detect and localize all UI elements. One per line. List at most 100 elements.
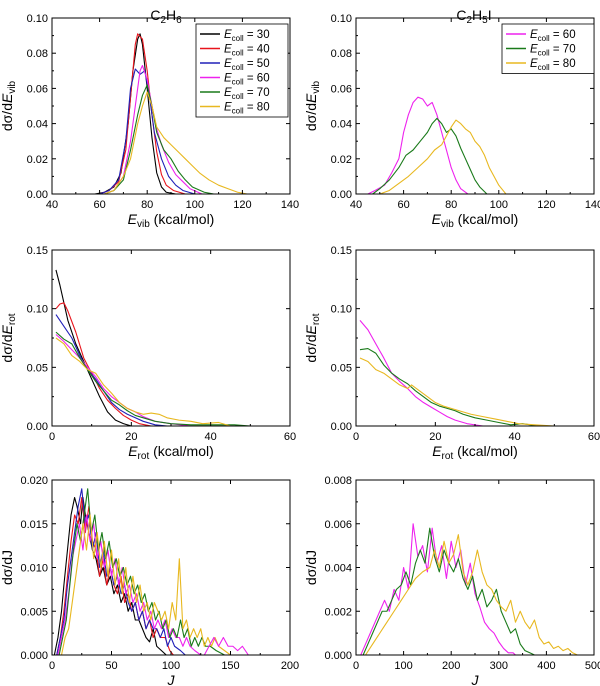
legend-label-sub: coll [538,63,550,72]
title-c2h5i-sub1: 2 [466,15,472,26]
series-line-ecoll-80 [365,534,578,655]
plot-frame [355,249,595,427]
y-tick-label: 0.06 [331,83,352,95]
series-group [360,523,578,655]
legend-label-sub: coll [232,63,244,72]
x-tick-label: 40 [46,199,58,211]
legend-label-value: = 70 [550,44,576,56]
y-axis-label-prefix: dσ/dJ [0,550,15,585]
y-tick-label: 0.010 [20,563,48,575]
y-tick-label: 0.10 [27,304,48,316]
y-axis-label: dσ/dErot [0,313,18,362]
y-tick-label: 0.004 [324,563,352,575]
series-line-ecoll-70 [359,348,539,426]
x-tick-label: 80 [445,199,457,211]
series-line-ecoll-50 [99,68,195,194]
x-axis-label: Erot (kcal/mol) [128,443,214,462]
series-line-ecoll-70 [55,331,251,426]
plot-frame [51,249,291,427]
y-tick-label: 0.006 [324,519,352,531]
series-line-ecoll-60b [203,636,249,655]
legend-label-sub: coll [232,92,244,101]
y-axis-label-main: E [0,93,15,103]
x-axis-label-main: J [471,672,480,686]
series-line-ecoll-60 [367,96,469,194]
title-c2h6-sub1: 2 [160,15,166,26]
x-tick-label: 40 [350,199,362,211]
panel-erot-c2h5i: 0 20 40 60 0.00 0.05 0.10 0.15 Erot (kcal/mol) dσ… [303,245,600,462]
legend-label-main: E [224,73,232,85]
y-tick-label: 0.00 [27,421,48,433]
series-line-ecoll-70 [372,117,488,194]
y-tick-label: 0.08 [27,48,48,60]
legend-label-sub: coll [538,34,550,43]
x-tick-label: 400 [537,660,555,672]
legend-label-ecoll-60: Ecoll = 60 [530,29,576,43]
x-axis-label: Evib (kcal/mol) [432,211,519,230]
legend-label-ecoll-40: Ecoll = 40 [224,44,270,58]
panel-evib-c2h5i: 40 60 80 100 120 140 0.00 0.02 0.04 0.06 0.08 0.10 E… [303,13,600,230]
y-tick-label: 0.002 [324,606,352,618]
y-tick-label: 0.005 [20,606,48,618]
legend-label-sub: coll [232,78,244,87]
y-tick-label: 0.000 [324,650,352,662]
title-c2h6: C2H6 [150,7,182,26]
y-tick-label: 0.015 [20,519,48,531]
series-group [55,269,251,426]
title-c2h5i-mid: H [472,7,482,23]
x-tick-label: 100 [162,660,180,672]
x-tick-label: 150 [221,660,239,672]
x-tick-label: 40 [509,431,521,443]
legend-label-value: = 80 [244,102,270,114]
y-tick-label: 0.06 [27,83,48,95]
y-axis-label: dσ/dJ [303,550,319,585]
legend-label-value: = 40 [244,44,270,56]
y-axis-label-sub: vib [311,80,322,93]
x-tick-label: 20 [125,431,137,443]
x-axis-label: J [167,672,176,686]
series-line-ecoll-70 [104,84,214,194]
legend-label-sub: coll [232,49,244,58]
y-axis-label-prefix: dσ/dJ [303,550,319,585]
title-c2h6-sub2: 6 [176,15,182,26]
y-tick-label: 0.000 [20,650,48,662]
series-line-ecoll-50 [56,488,186,655]
x-tick-label: 0 [353,431,359,443]
y-tick-label: 0.08 [331,48,352,60]
x-tick-label: 60 [93,199,105,211]
y-tick-label: 0.15 [331,245,352,257]
title-c2h5i-sub2: 5 [482,15,488,26]
legend-label-value: = 30 [244,29,270,41]
x-tick-label: 80 [141,199,153,211]
legend-label-ecoll-80: Ecoll = 80 [530,58,576,72]
series-line-ecoll-60 [359,320,484,426]
y-tick-label: 0.10 [27,13,48,25]
series-group [53,488,249,655]
y-axis-label-prefix: dσ/d [0,334,15,362]
x-tick-label: 100 [490,199,508,211]
x-axis-label-sub: vib [441,219,454,230]
legend-label-value: = 80 [550,58,576,70]
x-tick-label: 60 [284,431,296,443]
x-tick-label: 120 [537,199,555,211]
series-group [359,320,555,426]
x-tick-label: 50 [105,660,117,672]
series-line-ecoll-70 [362,527,535,655]
x-tick-label: 100 [186,199,204,211]
series-line-ecoll-40 [55,302,152,426]
series-line-ecoll-30 [55,269,132,426]
y-axis-label: dσ/dEvib [0,80,18,131]
y-axis-label: dσ/dJ [0,550,15,585]
legend-label-ecoll-70: Ecoll = 70 [530,44,576,58]
legend-frame [195,23,289,118]
y-axis-label-prefix: dσ/d [0,103,15,131]
legend-label-ecoll-80: Ecoll = 80 [224,102,270,116]
x-axis-label-unit: (kcal/mol) [149,443,214,459]
series-line-ecoll-30 [94,33,176,194]
y-tick-label: 0.04 [27,119,48,131]
legend-label-ecoll-50: Ecoll = 50 [224,58,270,72]
x-axis-label: Evib (kcal/mol) [128,211,215,230]
panel-erot-c2h6: 0 20 40 60 0.00 0.05 0.10 0.15 Erot (kcal/mol) dσ… [0,245,296,462]
legend-label-main: E [224,87,232,99]
